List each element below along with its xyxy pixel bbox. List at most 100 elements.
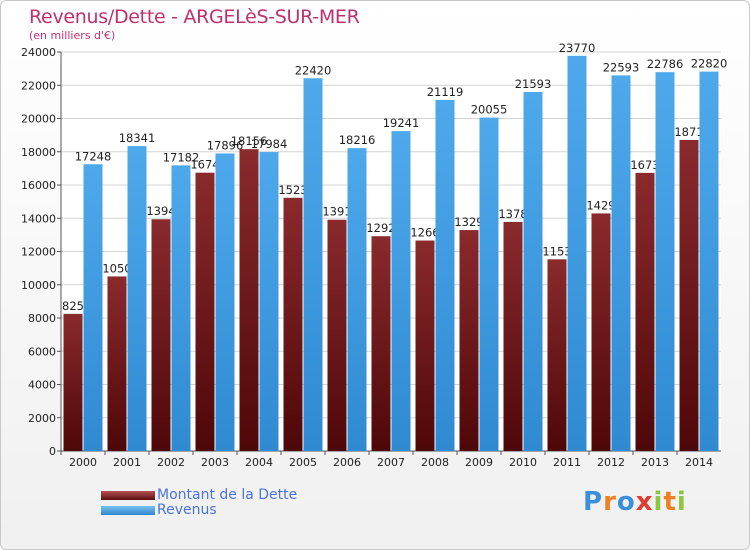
bar-revenus (699, 71, 719, 452)
bar-dette (371, 236, 391, 451)
data-label-revenus: 21119 (427, 85, 464, 99)
x-tick-label: 2014 (685, 456, 713, 469)
data-label-revenus: 22820 (691, 57, 728, 71)
y-tick-label: 8000 (28, 312, 56, 325)
data-label-revenus: 22593 (603, 60, 640, 74)
bar-dette (635, 172, 655, 451)
bar-revenus (611, 75, 631, 452)
bar-dette (107, 276, 127, 451)
bar-revenus (435, 99, 455, 452)
proxiti-logo: Proxiti (583, 487, 687, 517)
x-tick-label: 2001 (113, 456, 141, 469)
data-label-dette: 1391 (322, 205, 351, 219)
y-tick-label: 14000 (21, 212, 56, 225)
bar-revenus (303, 78, 323, 451)
bar-dette (327, 219, 347, 451)
logo-letter: P (583, 487, 604, 517)
x-tick-label: 2006 (333, 456, 361, 469)
data-label-dette: 825 (62, 299, 84, 313)
data-label-revenus: 21593 (515, 77, 552, 91)
data-label-revenus: 17984 (251, 137, 288, 151)
data-label-dette: 1050 (102, 261, 131, 275)
x-tick-label: 2005 (289, 456, 317, 469)
bar-dette (679, 139, 699, 452)
data-label-dette: 1329 (454, 215, 483, 229)
bar-dette (283, 197, 303, 451)
data-label-dette: 1394 (146, 204, 175, 218)
y-tick-label: 20000 (21, 113, 56, 126)
legend-swatch-dette (101, 491, 155, 500)
x-tick-label: 2013 (641, 456, 669, 469)
data-label-revenus: 18216 (339, 133, 376, 147)
data-label-dette: 1266 (410, 226, 439, 240)
chart-subtitle: (en milliers d'€) (29, 29, 116, 42)
data-label-dette: 1871 (674, 125, 703, 139)
data-label-revenus: 17248 (75, 149, 112, 163)
bar-dette (239, 149, 259, 451)
data-label-revenus: 17896 (207, 138, 244, 152)
data-label-revenus: 18341 (119, 131, 156, 145)
x-tick-label: 2004 (245, 456, 273, 469)
data-label-revenus: 23770 (559, 41, 596, 55)
y-tick-label: 16000 (21, 179, 56, 192)
bar-revenus (171, 165, 191, 451)
y-tick-label: 4000 (28, 379, 56, 392)
bar-revenus (655, 72, 675, 452)
bar-dette (415, 240, 435, 451)
legend-swatch-revenus (101, 506, 155, 515)
bar-dette (459, 230, 479, 451)
x-tick-label: 2007 (377, 456, 405, 469)
legend-label-dette: Montant de la Dette (157, 487, 298, 503)
y-tick-label: 10000 (21, 279, 56, 292)
logo-letter: o (616, 487, 636, 517)
data-label-revenus: 20055 (471, 103, 508, 117)
bar-revenus (391, 131, 411, 451)
legend-label-revenus: Revenus (157, 502, 217, 518)
bar-dette (591, 213, 611, 451)
data-label-dette: 1523 (278, 183, 307, 197)
data-label-revenus: 17182 (163, 150, 200, 164)
bar-revenus (347, 148, 367, 451)
y-tick-label: 18000 (21, 146, 56, 159)
bar-revenus (567, 55, 587, 451)
bar-revenus (479, 117, 499, 451)
x-tick-label: 2000 (69, 456, 97, 469)
x-tick-label: 2011 (553, 456, 581, 469)
data-label-dette: 1673 (630, 158, 659, 172)
logo-letter: x (635, 487, 654, 517)
logo-letter: i (676, 487, 687, 517)
y-tick-label: 2000 (28, 412, 56, 425)
data-label-revenus: 22420 (295, 63, 332, 77)
bar-revenus (523, 92, 543, 452)
x-tick-label: 2009 (465, 456, 493, 469)
data-label-dette: 1429 (586, 198, 615, 212)
x-tick-label: 2012 (597, 456, 625, 469)
bar-revenus (259, 152, 279, 452)
bar-revenus (127, 146, 147, 451)
logo-letter: t (663, 487, 677, 517)
x-tick-label: 2002 (157, 456, 185, 469)
x-tick-label: 2010 (509, 456, 537, 469)
data-label-revenus: 19241 (383, 116, 420, 130)
x-tick-label: 2008 (421, 456, 449, 469)
data-label-dette: 1153 (542, 244, 571, 258)
chart-title: Revenus/Dette - ARGELèS-SUR-MER (29, 6, 360, 28)
bar-dette (503, 221, 523, 451)
data-label-dette: 1378 (498, 207, 527, 221)
data-label-dette: 18156 (231, 134, 268, 148)
bar-dette (63, 313, 83, 451)
bar-dette (195, 172, 215, 451)
logo-letter: i (653, 487, 664, 517)
bar-revenus (215, 153, 235, 451)
logo-letter: r (603, 487, 617, 517)
data-label-dette: 1674 (190, 158, 219, 172)
data-label-dette: 1292 (366, 221, 395, 235)
y-tick-label: 6000 (28, 345, 56, 358)
x-tick-label: 2003 (201, 456, 229, 469)
bar-dette (151, 219, 171, 451)
bar-dette (547, 259, 567, 451)
y-tick-label: 22000 (21, 79, 56, 92)
y-tick-label: 0 (49, 445, 56, 458)
